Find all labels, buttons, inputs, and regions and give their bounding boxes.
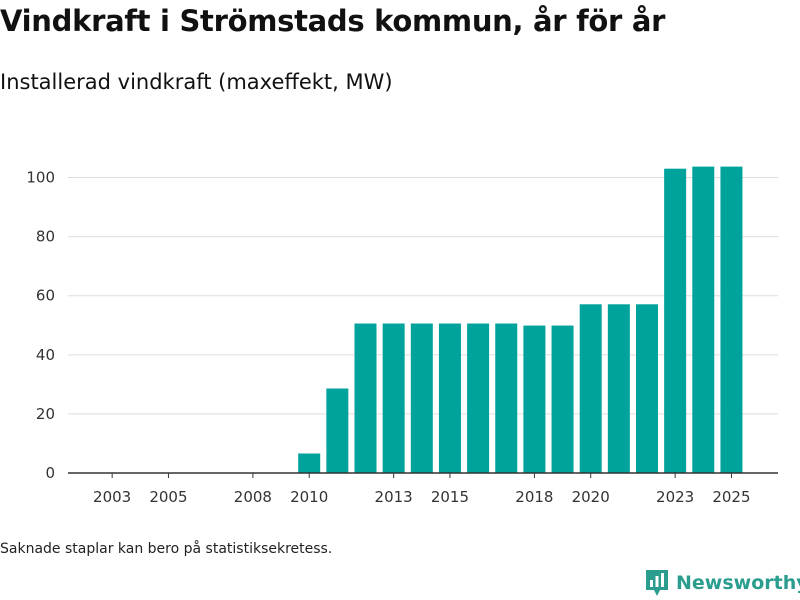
x-tick-label: 2003 bbox=[93, 488, 131, 506]
bar-2011[interactable] bbox=[326, 388, 349, 474]
chart-title: Vindkraft i Strömstads kommun, år för år bbox=[0, 4, 666, 38]
bar-2017[interactable] bbox=[495, 323, 518, 474]
y-tick-label: 40 bbox=[36, 346, 55, 364]
bar-2024[interactable] bbox=[692, 166, 715, 473]
newsworthy-logo-icon bbox=[646, 570, 668, 596]
bar-2020[interactable] bbox=[579, 304, 602, 473]
brand-logo[interactable]: Newsworthy bbox=[644, 568, 800, 598]
x-tick-label: 2020 bbox=[572, 488, 610, 506]
y-axis-labels: 0 20 40 60 80 100 bbox=[26, 169, 55, 482]
bar-2021[interactable] bbox=[607, 304, 630, 473]
x-tick-label: 2025 bbox=[712, 488, 750, 506]
y-tick-label: 0 bbox=[45, 464, 55, 482]
y-tick-label: 80 bbox=[36, 228, 55, 246]
bar-2016[interactable] bbox=[467, 323, 490, 474]
y-tick-label: 60 bbox=[36, 287, 55, 305]
x-axis: 2003 2005 2008 2010 2013 2015 2018 2020 2023 2025 bbox=[68, 472, 778, 506]
bar-2015[interactable] bbox=[438, 323, 461, 474]
x-tick-label: 2015 bbox=[431, 488, 469, 506]
x-tick-label: 2010 bbox=[290, 488, 328, 506]
y-tick-label: 100 bbox=[26, 169, 55, 187]
x-tick-label: 2023 bbox=[656, 488, 694, 506]
bar-2014[interactable] bbox=[410, 323, 433, 474]
x-tick-label: 2013 bbox=[375, 488, 413, 506]
bar-2023[interactable] bbox=[664, 168, 687, 473]
bar-2019[interactable] bbox=[551, 325, 574, 473]
bar-2018[interactable] bbox=[523, 325, 546, 473]
brand-name: Newsworthy bbox=[676, 572, 800, 594]
x-tick-label: 2005 bbox=[149, 488, 187, 506]
y-tick-label: 20 bbox=[36, 405, 55, 423]
bar-2010[interactable] bbox=[298, 453, 321, 474]
x-tick-label: 2018 bbox=[515, 488, 553, 506]
bar-2012[interactable] bbox=[354, 323, 377, 474]
chart-subtitle: Installerad vindkraft (maxeffekt, MW) bbox=[0, 70, 393, 94]
footnote: Saknade staplar kan bero på statistiksek… bbox=[0, 541, 333, 557]
bar-2013[interactable] bbox=[382, 323, 405, 474]
bar-2025[interactable] bbox=[720, 166, 743, 473]
bar-2022[interactable] bbox=[636, 304, 658, 473]
x-tick-label: 2008 bbox=[234, 488, 272, 506]
bar-chart: 0 20 40 60 80 100 2003 2005 2008 2010 2013 2015 201… bbox=[26, 166, 778, 506]
bars bbox=[298, 166, 743, 474]
